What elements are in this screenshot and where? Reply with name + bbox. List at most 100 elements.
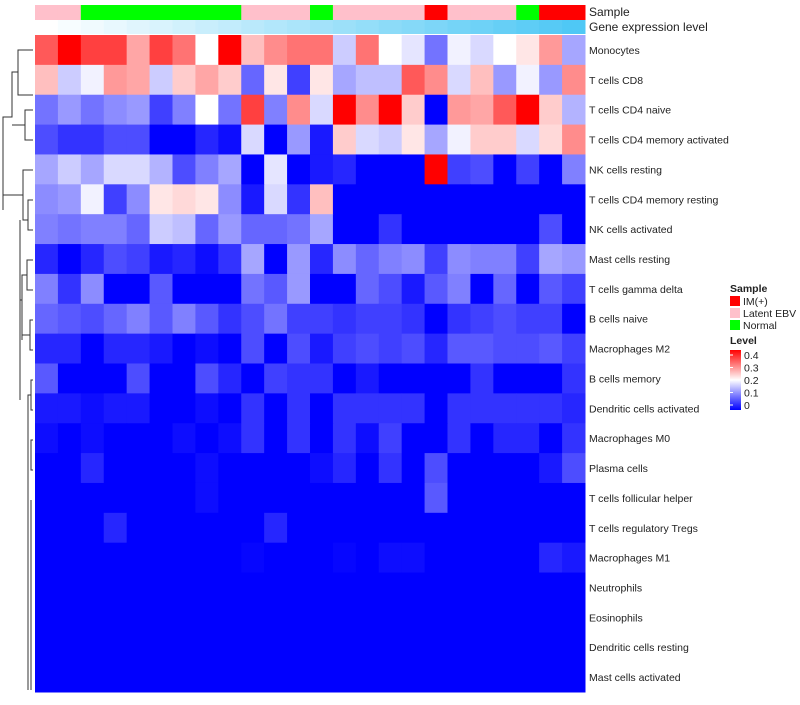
level-tick-label: 0 — [744, 400, 750, 412]
heatmap-cell — [126, 632, 151, 663]
heatmap-cell — [516, 662, 540, 693]
heatmap-cell — [195, 214, 219, 245]
heatmap-cell — [401, 244, 426, 275]
gene-level-annotation-cell — [310, 20, 334, 34]
heatmap-cell — [447, 572, 471, 603]
heatmap-cell — [401, 154, 426, 185]
heatmap-cell — [80, 184, 105, 215]
heatmap-cell — [401, 512, 426, 544]
heatmap-cell — [493, 632, 517, 663]
heatmap-cell — [310, 512, 334, 544]
heatmap-cell — [218, 602, 242, 633]
heatmap-cell — [126, 393, 151, 424]
heatmap-cell — [310, 662, 334, 693]
heatmap-cell — [218, 244, 242, 275]
legend-level-title: Level — [730, 335, 757, 347]
heatmap-cell — [126, 303, 151, 335]
heatmap-cell — [332, 542, 357, 574]
heatmap-cell — [562, 423, 586, 454]
gene-level-annotation-cell — [80, 20, 105, 34]
heatmap-cell — [218, 303, 242, 335]
heatmap-cell — [401, 94, 426, 126]
heatmap-cell — [401, 542, 426, 574]
heatmap-cell — [126, 273, 151, 305]
row-label: T cells gamma delta — [589, 284, 683, 296]
heatmap-cell — [218, 453, 242, 484]
heatmap-cell — [57, 602, 82, 633]
heatmap-cell — [562, 542, 586, 574]
heatmap-cell — [218, 512, 242, 544]
heatmap-cell — [310, 572, 334, 603]
heatmap-cell — [149, 512, 173, 544]
heatmap-cell — [80, 124, 105, 155]
heatmap-cell — [195, 453, 219, 484]
row-label: Dendritic cells resting — [589, 642, 689, 654]
heatmap-cell — [35, 602, 59, 633]
heatmap-cell — [218, 214, 242, 245]
heatmap-cell — [493, 572, 517, 603]
gene-level-annotation-cell — [562, 20, 586, 34]
heatmap-cell — [424, 363, 448, 394]
heatmap-cell — [470, 214, 494, 245]
heatmap-cell — [470, 35, 494, 66]
heatmap-cell — [447, 602, 471, 633]
heatmap-cell — [310, 64, 334, 96]
legend-entry: Latent EBV — [743, 308, 796, 320]
heatmap-cell — [172, 124, 196, 155]
heatmap-cell — [378, 393, 403, 424]
legend-swatch — [730, 320, 740, 330]
heatmap-cell — [195, 482, 219, 514]
heatmap-cell — [80, 94, 105, 126]
row-label: B cells naive — [589, 314, 648, 326]
gene-level-annotation-cell — [195, 20, 219, 34]
heatmap-cell — [241, 662, 265, 693]
heatmap-cell — [126, 35, 151, 66]
heatmap-cell — [470, 64, 494, 96]
heatmap-cell — [378, 154, 403, 185]
heatmap-cell — [103, 184, 128, 215]
heatmap-cell — [310, 35, 334, 66]
heatmap-cell — [401, 363, 426, 394]
heatmap-cell — [287, 363, 311, 394]
heatmap-cell — [57, 184, 82, 215]
heatmap-cell — [264, 94, 288, 126]
heatmap-cell — [516, 453, 540, 484]
gene-level-annotation-cell — [126, 20, 151, 34]
heatmap-cell — [310, 423, 334, 454]
heatmap-cell — [493, 662, 517, 693]
heatmap-cell — [539, 333, 563, 364]
level-tick-label: 0.3 — [744, 363, 759, 375]
heatmap-cell — [310, 214, 334, 245]
row-label: T cells CD8 — [589, 75, 643, 87]
heatmap-cell — [103, 453, 128, 484]
heatmap-cell — [57, 124, 82, 155]
heatmap-cell — [264, 124, 288, 155]
gene-level-annotation-cell — [149, 20, 173, 34]
heatmap-cell — [241, 64, 265, 96]
row-label: Mast cells activated — [589, 672, 681, 684]
heatmap-cell — [241, 512, 265, 544]
heatmap-cell — [516, 512, 540, 544]
heatmap-cell — [355, 124, 380, 155]
heatmap-cell — [35, 303, 59, 335]
heatmap-cell — [493, 333, 517, 364]
heatmap-cell — [241, 602, 265, 633]
heatmap-cell — [447, 64, 471, 96]
heatmap-cell — [424, 453, 448, 484]
level-tick-label: 0.4 — [744, 350, 759, 362]
heatmap-cell — [57, 273, 82, 305]
heatmap-cell — [539, 214, 563, 245]
heatmap-cell — [332, 273, 357, 305]
heatmap-cell — [516, 303, 540, 335]
heatmap-cell — [332, 244, 357, 275]
heatmap-cell — [332, 154, 357, 185]
heatmap-cell — [539, 572, 563, 603]
heatmap-cell — [80, 35, 105, 66]
heatmap-cell — [195, 542, 219, 574]
heatmap-cell — [539, 124, 563, 155]
heatmap-cell — [126, 542, 151, 574]
heatmap-cell — [562, 453, 586, 484]
heatmap-cell — [493, 94, 517, 126]
heatmap-cell — [310, 273, 334, 305]
heatmap-cell — [424, 482, 448, 514]
